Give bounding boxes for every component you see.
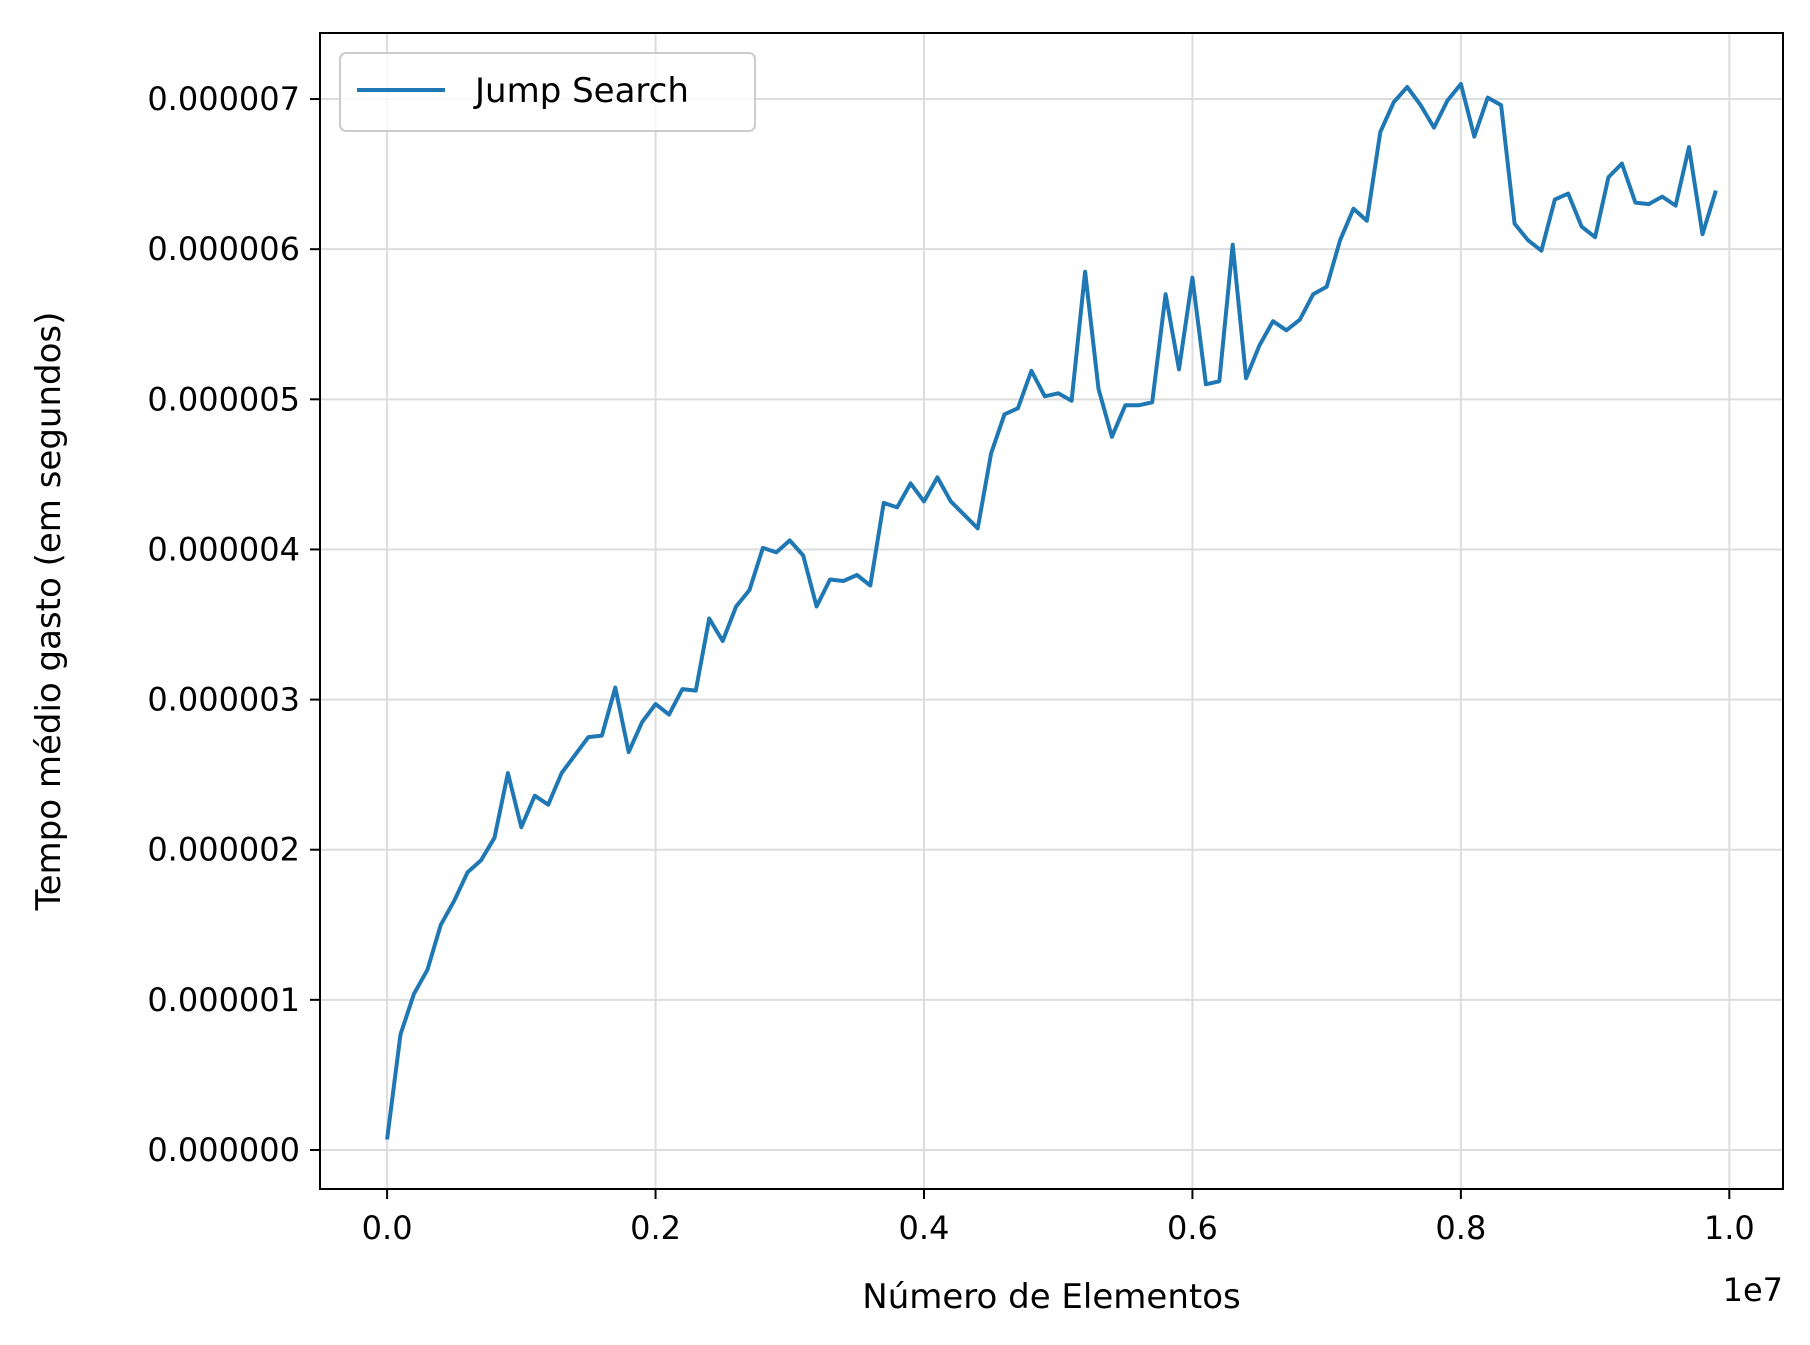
legend-label: Jump Search [473,71,689,111]
x-tick-label: 0.0 [362,1209,413,1247]
series-line-jump-search [385,82,1718,1140]
x-axis-offset-label: 1e7 [1723,1271,1783,1309]
legend: Jump Search [339,52,756,132]
y-tick-label: 0.000004 [147,530,300,568]
x-tick-label: 0.8 [1435,1209,1486,1247]
x-tick-label: 1.0 [1704,1209,1755,1247]
y-axis-label: Tempo médio gasto (em segundos) [29,312,69,912]
legend-box [339,52,756,132]
y-tick-label: 0.000002 [147,831,300,869]
y-axis-ticks: 0.000000 0.000001 0.000002 0.000003 0.000004… [147,80,320,1169]
plot-frame [319,32,1784,1190]
x-tick-label: 0.4 [899,1209,950,1247]
y-tick-label: 0.000005 [147,380,300,418]
x-tick-label: 0.6 [1167,1209,1218,1247]
x-tick-label: 0.2 [630,1209,681,1247]
y-tick-label: 0.000006 [147,230,300,268]
x-axis-ticks: 0.0 0.2 0.4 0.6 0.8 1.0 [362,1189,1755,1247]
y-tick-label: 0.000000 [147,1131,300,1169]
y-tick-label: 0.000007 [147,80,300,118]
y-tick-label: 0.000001 [147,981,300,1019]
series-layer [385,82,1718,1140]
x-axis-label: Número de Elementos [862,1277,1240,1317]
grid [320,33,1783,1189]
y-tick-label: 0.000003 [147,681,300,719]
